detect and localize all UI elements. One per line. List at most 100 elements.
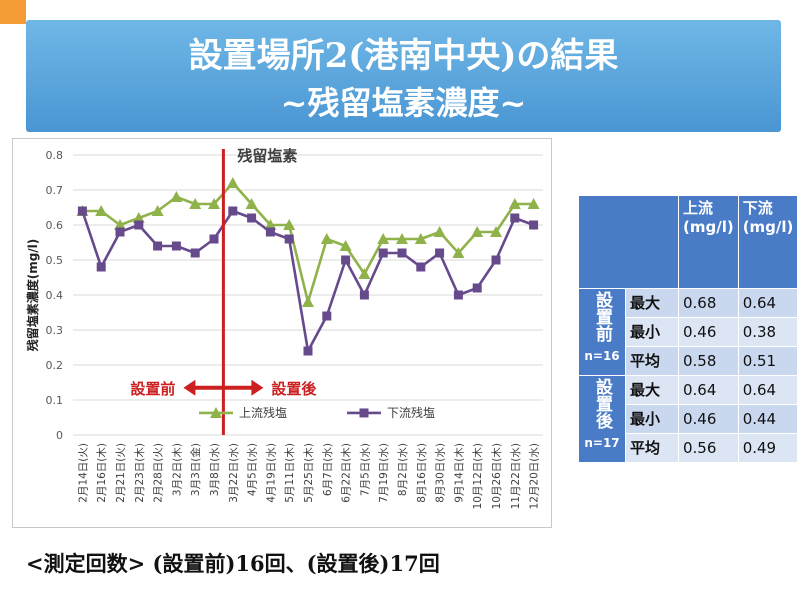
- x-tick-label: 2月21日(火): [115, 443, 127, 503]
- x-tick-label: 4月19日(水): [265, 443, 277, 503]
- row-label: 平均: [625, 433, 679, 463]
- data-point-upstream: [302, 296, 314, 307]
- row-label: 最小: [625, 317, 679, 347]
- chart-title: 残留塩素: [237, 147, 297, 165]
- value-cell: 0.46: [678, 404, 739, 434]
- x-tick-label: 3月3日(金): [189, 443, 202, 496]
- y-tick-label: 0.3: [46, 324, 64, 337]
- data-point-upstream: [377, 233, 390, 244]
- data-point-downstream: [341, 255, 351, 265]
- data-point-upstream: [414, 233, 427, 244]
- data-point-downstream: [435, 248, 445, 258]
- value-cell: 0.46: [678, 317, 739, 347]
- line-chart: 0 0.1 0.2 0.3 0.4 0.5 0.6 0.7 0.8 残留塩素濃度(mg/l) 2月1…: [25, 147, 543, 509]
- value-cell: 0.64: [737, 375, 799, 405]
- y-tick-label: 0.2: [46, 359, 64, 372]
- data-point-downstream: [247, 213, 257, 223]
- row-label: 平均: [625, 346, 679, 376]
- before-max-row: 設置前 n=16 最大 0.68 0.64: [578, 288, 799, 376]
- data-point-upstream: [396, 233, 408, 244]
- data-point-upstream: [433, 226, 446, 237]
- arrow-left-head: [183, 379, 196, 396]
- series-line-upstream: [82, 181, 534, 304]
- data-point-upstream: [114, 219, 126, 230]
- x-tick-label: 8月16日(水): [416, 443, 428, 503]
- data-point-upstream: [508, 198, 521, 209]
- before-installation-label: 設置前: [130, 380, 175, 398]
- chart-frame: 0 0.1 0.2 0.3 0.4 0.5 0.6 0.7 0.8 残留塩素濃度(mg/l) 2月1…: [12, 138, 552, 528]
- y-tick-label: 0.4: [46, 289, 64, 302]
- data-point-upstream: [320, 233, 333, 244]
- data-point-upstream: [189, 198, 202, 209]
- x-tick-label: 5月25日(木): [303, 443, 315, 503]
- data-point-downstream: [190, 248, 200, 258]
- legend-marker-downstream: [359, 408, 369, 418]
- y-tick-label: 0.1: [46, 394, 64, 407]
- data-point-downstream: [472, 283, 482, 293]
- data-point-downstream: [397, 248, 407, 258]
- x-tick-label: 10月12日(木): [472, 443, 484, 509]
- data-point-upstream: [132, 212, 145, 223]
- x-tick-label: 11月22日(水): [510, 443, 522, 509]
- data-point-downstream: [77, 206, 87, 216]
- data-point-upstream: [283, 219, 296, 230]
- summary-table: 上流(mg/l) 下流(mg/l) 設置前 n=16 最大 0.68 0.64 …: [578, 195, 799, 463]
- after-avg-row: 平均 0.56 0.49: [579, 433, 799, 463]
- x-tick-label: 3月2日(木): [171, 443, 183, 496]
- legend-marker-upstream: [210, 406, 222, 418]
- data-point-upstream: [170, 191, 183, 202]
- y-tick-label: 0: [56, 429, 63, 442]
- x-tick-label: 3月22日(水): [228, 443, 240, 503]
- data-point-upstream: [358, 268, 371, 279]
- group-before-name: 設置前: [592, 291, 612, 342]
- data-point-downstream: [322, 311, 332, 321]
- y-tick-label: 0.5: [46, 254, 64, 267]
- data-point-upstream: [208, 198, 220, 209]
- y-tick-label: 0.8: [46, 149, 64, 162]
- x-tick-label: 2月14日(火): [77, 443, 89, 503]
- data-point-downstream: [284, 234, 294, 244]
- value-cell: 0.68: [678, 288, 739, 318]
- value-cell: 0.49: [737, 433, 799, 463]
- after-min-row: 最小 0.46 0.44: [579, 404, 799, 434]
- title-banner: [26, 20, 781, 132]
- data-point-upstream: [151, 205, 164, 216]
- data-point-upstream: [471, 226, 484, 237]
- y-axis-title: 残留塩素濃度(mg/l): [25, 239, 40, 352]
- value-cell: 0.64: [737, 288, 799, 318]
- value-cell: 0.64: [678, 375, 739, 405]
- x-tick-label: 8月2日(水): [397, 443, 409, 496]
- data-point-downstream: [115, 227, 125, 237]
- row-label: 最小: [625, 404, 679, 434]
- group-before: 設置前 n=16: [578, 288, 626, 376]
- data-point-downstream: [378, 248, 388, 258]
- x-tick-label: 5月11日(木): [284, 443, 296, 503]
- data-point-downstream: [416, 262, 426, 272]
- x-tick-label: 4月5日(水): [247, 443, 259, 496]
- group-after-count: n=17: [584, 436, 620, 450]
- x-tick-label: 2月16日(木): [96, 443, 108, 503]
- slide-title: 設置場所2(港南中央)の結果: [188, 36, 619, 76]
- data-point-downstream: [171, 241, 181, 251]
- x-tick-label: 2月23日(木): [134, 443, 146, 503]
- data-point-downstream: [96, 262, 106, 272]
- data-point-downstream: [529, 220, 539, 230]
- row-label: 最大: [625, 375, 679, 405]
- data-point-downstream: [303, 346, 313, 356]
- data-point-downstream: [510, 213, 520, 223]
- x-tick-label: 8月30日(水): [435, 443, 447, 503]
- summary-header-row: 上流(mg/l) 下流(mg/l): [578, 195, 799, 289]
- col-header-downstream: 下流(mg/l): [737, 195, 799, 289]
- slide-subtitle: ~残留塩素濃度~: [280, 84, 527, 122]
- legend-label-upstream: 上流残塩: [239, 405, 287, 420]
- arrow-right-head: [251, 379, 264, 396]
- data-point-upstream: [452, 247, 465, 258]
- summary-corner-cell: [578, 195, 679, 289]
- legend-label-downstream: 下流残塩: [387, 405, 435, 420]
- data-point-downstream: [209, 234, 219, 244]
- before-min-row: 最小 0.46 0.38: [579, 317, 799, 347]
- data-point-downstream: [228, 206, 238, 216]
- after-installation-label: 設置後: [271, 380, 317, 398]
- data-point-downstream: [359, 290, 369, 300]
- data-point-downstream: [453, 290, 463, 300]
